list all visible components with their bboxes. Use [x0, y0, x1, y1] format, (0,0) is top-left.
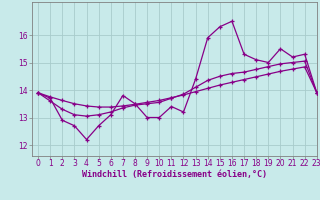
- X-axis label: Windchill (Refroidissement éolien,°C): Windchill (Refroidissement éolien,°C): [82, 170, 267, 179]
